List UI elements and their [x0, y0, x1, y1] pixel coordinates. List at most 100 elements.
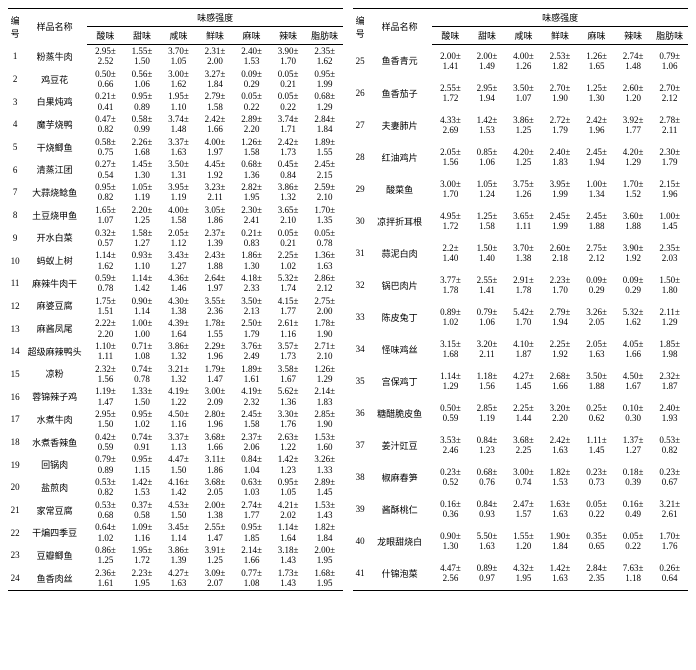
value-sd: 0.82: [87, 192, 124, 202]
value-sd: 1.04: [233, 465, 270, 475]
value-sd: 1.50: [124, 56, 161, 66]
value-mean: 3.37±: [160, 432, 197, 442]
value-sd: 1.66: [197, 124, 234, 134]
header-flavor: 鲜味: [197, 27, 234, 45]
value-mean: 1.50±: [651, 275, 688, 285]
value-mean: 2.55±: [197, 522, 234, 532]
value-mean: 2.55±: [432, 83, 469, 93]
value-mean: 2.25±: [505, 403, 542, 413]
row-num: 19: [8, 453, 22, 476]
value-mean: 0.79±: [469, 307, 506, 317]
value-sd: 0.22: [578, 509, 615, 519]
value-mean: 2.43±: [197, 250, 234, 260]
value-cell: 7.63±1.18: [615, 557, 652, 590]
value-cell: 1.86±1.30: [233, 249, 270, 272]
value-sd: 1.83: [306, 397, 343, 407]
value-sd: 1.68: [432, 349, 469, 359]
value-sd: 1.53: [542, 477, 579, 487]
value-cell: 2.42±1.66: [197, 113, 234, 136]
value-sd: 1.70: [542, 285, 579, 295]
value-cell: 2.25±1.02: [270, 249, 307, 272]
value-mean: 0.58±: [124, 114, 161, 124]
value-sd: 1.40: [469, 253, 506, 263]
value-mean: 0.23±: [432, 467, 469, 477]
value-sd: 1.74: [270, 283, 307, 293]
row-num: 14: [8, 340, 22, 363]
value-sd: 1.06: [469, 317, 506, 327]
sample-name: 麻辣牛肉干: [22, 272, 87, 295]
value-mean: 3.00±: [505, 467, 542, 477]
value-sd: 0.93: [469, 509, 506, 519]
value-cell: 3.53±2.46: [432, 429, 469, 461]
table-row: 34怪味鸡丝3.15±1.683.20±2.114.10±1.872.25±1.…: [353, 333, 688, 365]
value-mean: 1.79±: [197, 364, 234, 374]
value-mean: 3.92±: [615, 115, 652, 125]
value-cell: 4.30±1.38: [160, 295, 197, 318]
table-row: 2鸡豆花0.50±0.660.56±1.063.00±1.623.27±1.84…: [8, 68, 343, 91]
value-cell: 4.27±1.63: [160, 567, 197, 590]
value-sd: 1.63: [542, 573, 579, 583]
value-sd: 1.07: [505, 93, 542, 103]
value-cell: 2.60±2.18: [542, 237, 579, 269]
value-cell: 4.95±1.72: [432, 205, 469, 237]
value-mean: 0.90±: [432, 531, 469, 541]
sample-name: 怪味鸡丝: [367, 333, 432, 365]
value-cell: 1.25±1.30: [578, 77, 615, 109]
value-cell: 1.50±1.40: [469, 237, 506, 269]
value-sd: 2.10: [270, 215, 307, 225]
value-mean: 2.79±: [197, 91, 234, 101]
value-sd: 1.24: [469, 189, 506, 199]
value-cell: 0.68±1.36: [233, 158, 270, 181]
value-cell: 3.45±1.14: [160, 521, 197, 544]
value-sd: 1.36: [270, 397, 307, 407]
value-cell: 1.05±1.24: [469, 173, 506, 205]
value-cell: 1.18±1.56: [469, 365, 506, 397]
row-num: 10: [8, 249, 22, 272]
value-mean: 4.21±: [270, 500, 307, 510]
value-sd: 1.41: [432, 61, 469, 71]
value-cell: 3.70±1.38: [505, 237, 542, 269]
value-mean: 0.09±: [233, 69, 270, 79]
value-sd: 2.15: [306, 170, 343, 180]
value-sd: 2.00: [197, 56, 234, 66]
value-sd: 1.64: [160, 329, 197, 339]
table-row: 16蓉锦辣子鸡1.19±1.471.33±1.504.19±1.223.00±2…: [8, 385, 343, 408]
value-mean: 0.77±: [233, 568, 270, 578]
value-mean: 2.32±: [87, 364, 124, 374]
value-cell: 1.25±1.58: [469, 205, 506, 237]
value-cell: 0.23±0.52: [432, 461, 469, 493]
value-cell: 1.63±1.63: [542, 493, 579, 525]
value-mean: 0.25±: [578, 403, 615, 413]
value-mean: 3.86±: [505, 115, 542, 125]
value-cell: 3.58±1.67: [270, 363, 307, 386]
value-mean: 4.45±: [197, 159, 234, 169]
value-sd: 2.49: [233, 351, 270, 361]
value-cell: 0.05±0.21: [270, 227, 307, 250]
value-cell: 1.45±1.30: [124, 158, 161, 181]
value-sd: 0.78: [87, 283, 124, 293]
value-cell: 2.89±2.20: [233, 113, 270, 136]
value-cell: 0.64±1.02: [87, 521, 124, 544]
value-cell: 3.76±2.49: [233, 340, 270, 363]
value-cell: 3.50±1.07: [505, 77, 542, 109]
value-cell: 0.84±1.04: [233, 453, 270, 476]
value-cell: 2.85±1.19: [469, 397, 506, 429]
value-cell: 1.26±1.65: [578, 45, 615, 78]
value-sd: 1.52: [615, 189, 652, 199]
value-cell: 4.39±1.64: [160, 317, 197, 340]
value-mean: 4.20±: [615, 147, 652, 157]
value-cell: 0.21±0.83: [233, 227, 270, 250]
value-sd: 1.35: [306, 215, 343, 225]
table-row: 9开水白菜0.32±0.571.58±1.272.05±1.122.37±1.3…: [8, 227, 343, 250]
value-mean: 1.11±: [578, 435, 615, 445]
value-mean: 2.42±: [197, 114, 234, 124]
value-mean: 2.00±: [469, 51, 506, 61]
value-mean: 0.53±: [651, 435, 688, 445]
value-mean: 2.14±: [233, 545, 270, 555]
header-flavor: 甜味: [469, 27, 506, 45]
value-cell: 4.47±1.50: [160, 453, 197, 476]
value-sd: 0.91: [124, 442, 161, 452]
value-cell: 3.86±1.32: [270, 181, 307, 204]
value-sd: 2.11: [469, 349, 506, 359]
value-sd: 1.58: [160, 215, 197, 225]
